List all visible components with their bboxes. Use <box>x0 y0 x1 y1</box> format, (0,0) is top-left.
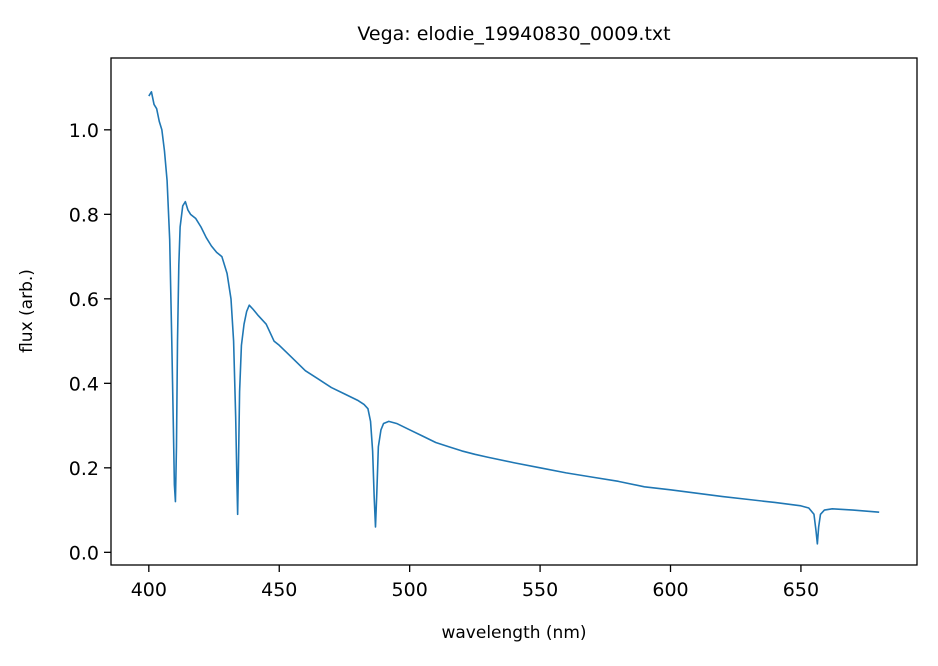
plot-frame <box>110 57 918 566</box>
spectrum-line-0 <box>148 91 880 545</box>
x-tick-label-0: 400 <box>131 579 167 601</box>
y-tick-label-3: 0.6 <box>69 289 99 311</box>
x-tick-label-2: 500 <box>392 579 428 601</box>
y-tick-label-4: 0.8 <box>69 204 99 226</box>
x-tick-label-5: 650 <box>783 579 819 601</box>
y-tick-label-0: 0.0 <box>69 542 99 564</box>
x-tick-label-1: 450 <box>261 579 297 601</box>
y-tick-label-2: 0.4 <box>69 373 99 395</box>
y-axis: 0.0 0.2 0.4 0.6 0.8 1.0 <box>69 120 111 564</box>
y-axis-label: flux (arb.) <box>17 269 37 353</box>
y-tick-label-1: 0.2 <box>69 458 99 480</box>
x-axis-label: wavelength (nm) <box>441 623 586 643</box>
y-tick-label-5: 1.0 <box>69 120 99 142</box>
x-tick-label-4: 600 <box>652 579 688 601</box>
x-tick-label-3: 550 <box>522 579 558 601</box>
x-axis: 400 450 500 550 600 650 <box>131 565 819 601</box>
chart-title: Vega: elodie_19940830_0009.txt <box>357 23 670 45</box>
spectrum-layer <box>148 91 880 545</box>
